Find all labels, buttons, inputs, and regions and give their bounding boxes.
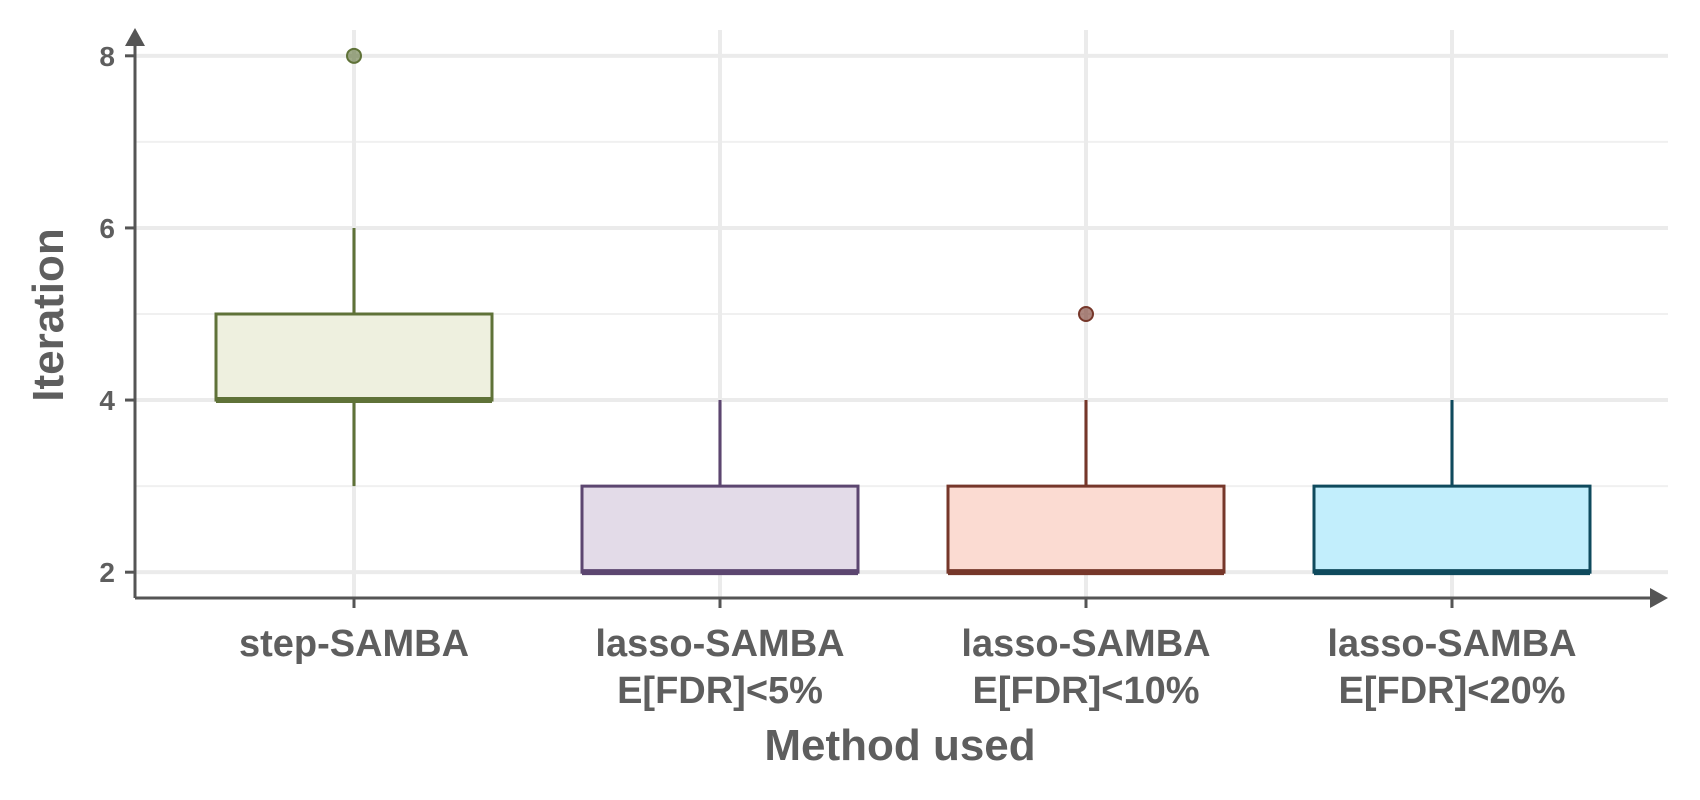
y-tick-label: 6 xyxy=(99,213,115,244)
box-iqr xyxy=(946,484,1226,574)
y-tick-label: 8 xyxy=(99,41,115,72)
x-tick-label-secondary: E[FDR]<20% xyxy=(1339,670,1566,712)
box-iqr xyxy=(1312,484,1592,574)
y-axis-title: Iteration xyxy=(24,228,73,402)
x-axis-title: Method used xyxy=(764,721,1035,770)
outlier-point xyxy=(346,47,362,64)
axis-layer xyxy=(125,28,1668,608)
x-tick-label: lasso-SAMBA xyxy=(961,623,1210,665)
outlier-point xyxy=(1078,306,1094,322)
x-tick-label-secondary: E[FDR]<5% xyxy=(617,670,823,712)
x-tick-label-secondary: E[FDR]<10% xyxy=(973,670,1200,712)
box-iqr xyxy=(580,484,860,574)
label-layer: 2 4 6 8 step-SAMBA lasso-SAMBA E[FDR]<5% lasso-… xyxy=(99,41,1576,712)
box-layer xyxy=(214,47,1592,576)
y-tick-label: 4 xyxy=(99,385,115,416)
box-iqr xyxy=(214,312,494,402)
x-axis-arrow xyxy=(1650,588,1668,608)
y-tick-label: 2 xyxy=(99,557,115,588)
x-tick-label: lasso-SAMBA xyxy=(1327,623,1576,665)
x-tick-label: lasso-SAMBA xyxy=(595,623,844,665)
y-axis-arrow xyxy=(125,28,145,46)
x-tick-label: step-SAMBA xyxy=(239,623,469,665)
